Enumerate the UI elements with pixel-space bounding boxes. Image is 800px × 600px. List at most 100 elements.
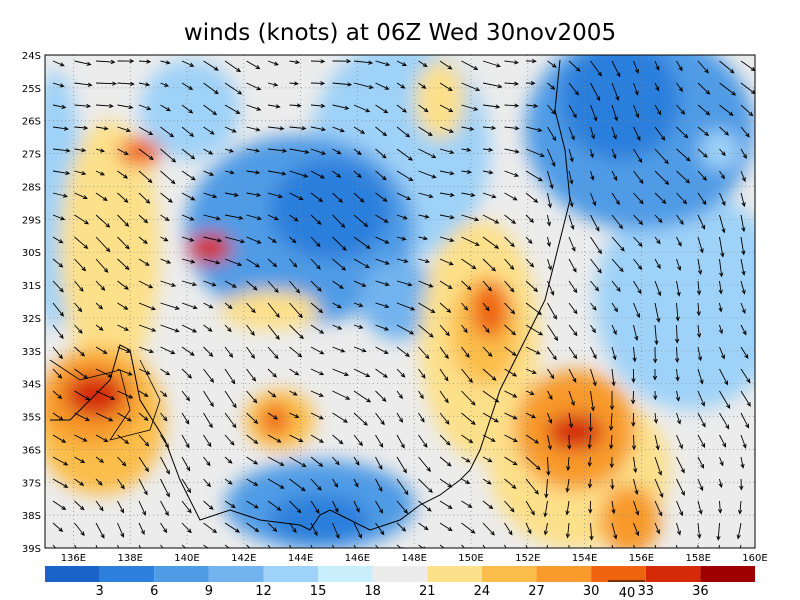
wind-arrow bbox=[267, 214, 279, 221]
wind-arrow bbox=[267, 324, 280, 340]
wind-arrow bbox=[52, 126, 69, 131]
wind-arrow bbox=[203, 170, 215, 176]
wind-arrow bbox=[633, 522, 640, 537]
wind-arrow bbox=[611, 148, 617, 160]
wind-arrow bbox=[590, 390, 595, 412]
wind-arrow bbox=[117, 170, 129, 179]
wind-arrow bbox=[611, 236, 625, 252]
wind-arrow bbox=[224, 390, 237, 409]
wind-arrow bbox=[461, 60, 479, 70]
wind-arrow bbox=[719, 192, 726, 207]
wind-arrow bbox=[353, 236, 371, 249]
wind-arrow bbox=[439, 522, 453, 532]
wind-arrow bbox=[482, 390, 500, 403]
wind-arrow bbox=[719, 434, 727, 448]
wind-arrow bbox=[203, 60, 219, 71]
wind-arrow bbox=[654, 522, 660, 535]
wind-arrow bbox=[267, 500, 282, 511]
wind-arrow bbox=[461, 236, 480, 246]
wind-arrow bbox=[267, 390, 277, 398]
wind-arrow bbox=[181, 236, 195, 242]
wind-arrow bbox=[547, 368, 555, 380]
wind-arrow bbox=[289, 544, 292, 548]
wind-arrow bbox=[289, 280, 301, 294]
wind-arrow bbox=[310, 148, 327, 155]
wind-arrow bbox=[52, 434, 67, 443]
wind-arrow bbox=[375, 82, 390, 90]
wind-arrow bbox=[396, 192, 412, 200]
wind-arrow bbox=[138, 522, 145, 536]
wind-arrow bbox=[439, 170, 455, 176]
wind-arrow bbox=[332, 280, 344, 289]
wind-arrow bbox=[482, 280, 493, 292]
wind-arrow bbox=[718, 478, 723, 489]
wind-arrow bbox=[181, 258, 196, 264]
wind-arrow bbox=[117, 302, 129, 310]
wind-arrow bbox=[633, 170, 644, 184]
wind-arrow bbox=[246, 456, 259, 465]
wind-arrow bbox=[160, 82, 170, 87]
wind-arrow bbox=[546, 456, 551, 476]
wind-arrow bbox=[418, 302, 436, 314]
wind-arrow bbox=[697, 104, 711, 116]
wind-arrow bbox=[203, 214, 221, 221]
wind-arrow bbox=[482, 82, 503, 89]
wind-arrow bbox=[160, 544, 166, 548]
wind-arrow bbox=[461, 258, 477, 270]
wind-arrow bbox=[696, 280, 702, 296]
wind-arrow bbox=[203, 368, 215, 383]
wind-arrow bbox=[525, 412, 537, 419]
wind-arrow bbox=[482, 456, 493, 463]
wind-arrow bbox=[439, 126, 454, 133]
wind-arrow bbox=[52, 82, 65, 88]
wind-arrow bbox=[181, 60, 195, 67]
wind-arrow bbox=[117, 390, 134, 399]
wind-arrow bbox=[95, 500, 104, 512]
wind-arrow bbox=[375, 302, 390, 309]
wind-arrow bbox=[418, 214, 430, 219]
wind-arrow bbox=[95, 434, 109, 443]
wind-arrow bbox=[654, 280, 662, 297]
wind-arrow bbox=[203, 500, 214, 510]
wind-arrow bbox=[332, 368, 350, 376]
wind-arrow bbox=[418, 500, 432, 512]
wind-arrow bbox=[375, 280, 390, 287]
wind-arrow bbox=[224, 500, 236, 509]
lon-label: 142E bbox=[231, 553, 256, 564]
wind-arrow bbox=[676, 456, 685, 474]
lat-label: 29S bbox=[22, 215, 41, 226]
wind-arrow bbox=[543, 522, 548, 536]
wind-arrow bbox=[74, 148, 87, 153]
wind-arrow bbox=[633, 214, 644, 226]
wind-arrow bbox=[289, 456, 307, 468]
wind-arrow bbox=[310, 236, 321, 248]
colorbar-label: 24 bbox=[474, 584, 491, 599]
wind-arrow bbox=[74, 390, 91, 401]
wind-arrow bbox=[267, 346, 279, 360]
wind-arrow bbox=[246, 500, 259, 509]
wind-arrow bbox=[117, 280, 129, 290]
wind-arrow bbox=[719, 82, 737, 96]
wind-arrow bbox=[396, 60, 407, 67]
wind-arrow bbox=[654, 478, 664, 498]
lon-label: 158E bbox=[685, 553, 710, 564]
wind-arrow bbox=[654, 148, 669, 165]
lon-label: 136E bbox=[61, 553, 86, 564]
wind-arrow bbox=[504, 434, 518, 442]
wind-arrow bbox=[375, 170, 387, 181]
wind-arrow bbox=[504, 478, 517, 489]
wind-arrow bbox=[547, 82, 556, 90]
wind-arrow bbox=[267, 170, 287, 176]
wind-arrow bbox=[504, 544, 507, 548]
wind-arrow bbox=[590, 104, 598, 122]
wind-arrow bbox=[590, 126, 595, 140]
wind-arrow bbox=[160, 258, 172, 264]
wind-arrow bbox=[138, 346, 154, 354]
wind-arrow bbox=[289, 170, 309, 178]
wind-arrow bbox=[289, 126, 307, 131]
wind-arrow bbox=[633, 236, 643, 247]
wind-arrow bbox=[525, 236, 533, 244]
wind-arrow bbox=[439, 258, 454, 266]
wind-arrow bbox=[181, 544, 187, 548]
lat-label: 31S bbox=[22, 281, 41, 292]
